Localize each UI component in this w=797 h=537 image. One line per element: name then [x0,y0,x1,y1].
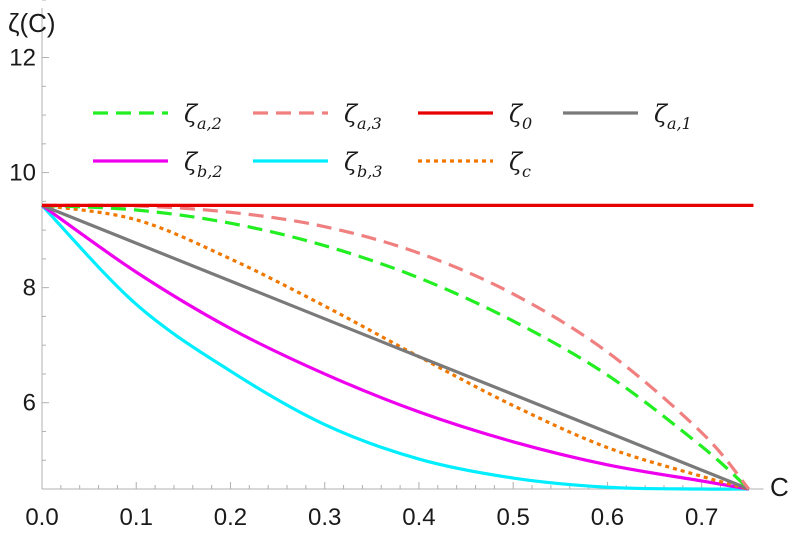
series-line-c [41,203,750,491]
x-axis-title: C [770,472,789,502]
legend-label: ζa,2 [184,100,222,133]
series-line-a1 [41,203,750,491]
x-tick-label: 0.2 [214,504,247,531]
y-tick-label: 6 [23,390,36,417]
legend-label: ζc [509,148,531,181]
legend-item-a2: ζa,2 [93,100,222,133]
series-layer [40,203,754,491]
legend-label: ζa,3 [344,100,382,133]
y-tick-label: 12 [9,45,36,72]
legend-item-a1: ζa,1 [563,100,692,133]
x-tick-label: 0.3 [308,504,341,531]
series-line-a3 [41,203,751,491]
legend-item-z0: ζ0 [418,100,532,133]
x-tick-label: 0.4 [402,504,435,531]
legend-item-b3: ζb,3 [253,148,383,181]
x-tick-label: 0.6 [591,504,624,531]
x-tick-label: 0.5 [497,504,530,531]
series-line-b2 [41,204,750,491]
y-tick-label: 10 [9,160,36,187]
y-tick-label: 8 [23,275,36,302]
legend-label: ζ0 [509,100,532,133]
legend-item-a3: ζa,3 [253,100,382,133]
series-line-a2 [41,203,750,491]
legend-item-b2: ζb,2 [93,148,223,181]
x-tick-label: 0.0 [25,504,58,531]
legend-label: ζa,1 [654,100,692,133]
axes-layer: 0.0 0.1 0.2 0.3 0.4 0.5 0.6 0.7 6 8 10 12 [9,0,764,531]
series-line-b3 [40,204,749,491]
x-tick-label: 0.7 [685,504,718,531]
legend-label: ζb,2 [184,148,223,181]
legend-item-c: ζc [418,148,531,181]
axis-labels: ζ(C) C [8,8,789,502]
legend-label: ζb,3 [344,148,383,181]
y-axis-title: ζ(C) [8,8,56,38]
legend: ζa,2 ζa,3 ζ0 ζa,1 ζb,2 ζb,3 ζc [93,100,692,181]
x-tick-label: 0.1 [120,504,153,531]
